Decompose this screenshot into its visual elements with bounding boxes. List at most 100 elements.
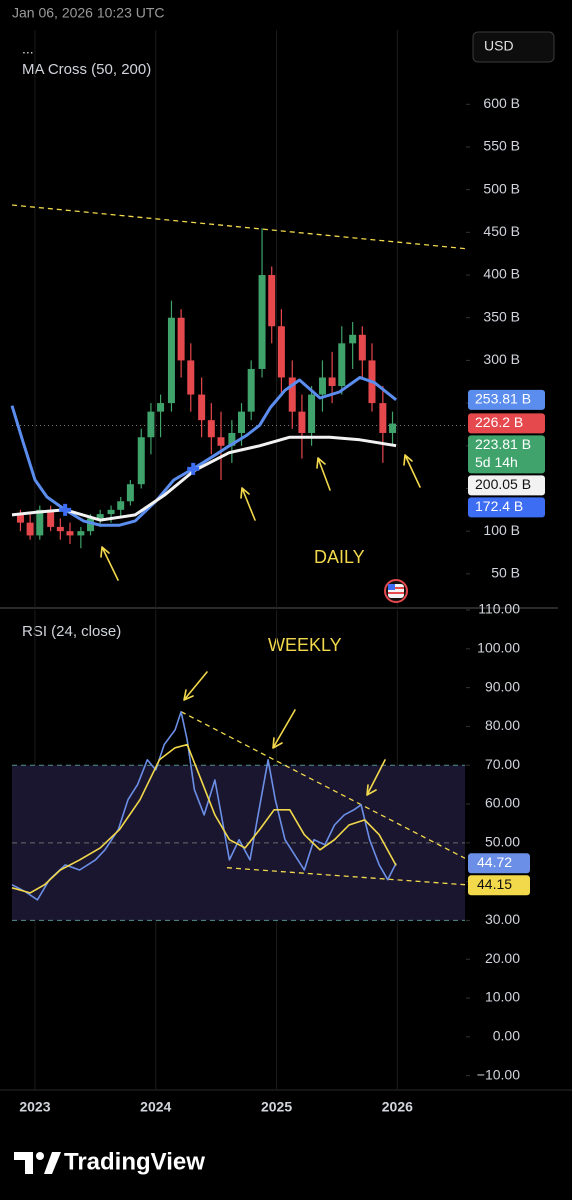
y-tick-label: 50 B <box>491 565 520 581</box>
rsi-line <box>11 743 397 894</box>
candle-body <box>328 377 336 387</box>
candle-body <box>198 394 206 421</box>
arrow <box>183 671 208 701</box>
price-tag <box>468 389 545 410</box>
candle-body <box>338 343 346 387</box>
rsi-title: RSI (24, close) <box>22 623 121 640</box>
trendline <box>11 204 466 250</box>
candle-body <box>268 275 276 327</box>
y-tick-label: 20.00 <box>485 950 520 966</box>
y-tick-label: 70.00 <box>485 756 520 772</box>
y-tick-label: 550 B <box>483 138 520 154</box>
cross-marker <box>187 462 200 475</box>
candle-body <box>137 437 145 485</box>
candle-body <box>157 403 165 412</box>
candle-body <box>177 317 185 361</box>
menu-dots[interactable]: ... <box>22 41 34 57</box>
price-tag-label: 253.81 B <box>475 391 531 407</box>
rsi-line <box>11 710 397 901</box>
logo-mark <box>36 1152 44 1160</box>
candle-body <box>318 377 326 395</box>
candle-body <box>308 394 316 433</box>
candle-body <box>228 432 236 446</box>
candle-body <box>96 514 104 519</box>
candle-body <box>147 411 155 438</box>
x-tick-label: 2024 <box>140 1099 171 1115</box>
y-tick-label: 30.00 <box>485 911 520 927</box>
price-tag <box>468 475 545 496</box>
y-tick-label: 110.00 <box>478 601 520 617</box>
candle-body <box>277 326 285 378</box>
x-tick-label: 2026 <box>382 1099 413 1115</box>
candle-body <box>47 509 55 527</box>
flag-stripe <box>388 587 404 589</box>
y-tick-label: −10.00 <box>477 1066 520 1082</box>
y-tick-label: 100 B <box>483 522 520 538</box>
flag-canton <box>388 584 395 590</box>
candle-body <box>349 334 357 344</box>
candle-body <box>16 514 24 523</box>
value-tag-label: 44.72 <box>477 854 512 870</box>
y-tick-label: 80.00 <box>485 717 520 733</box>
y-tick-label: 500 B <box>483 180 520 196</box>
candle-body <box>167 317 175 404</box>
indicator-title: MA Cross (50, 200) <box>22 61 151 78</box>
y-tick-label: 400 B <box>483 266 520 282</box>
x-tick-label: 2023 <box>19 1099 50 1115</box>
value-tag <box>468 875 530 896</box>
price-tag <box>468 497 545 518</box>
trendline <box>226 867 466 886</box>
candle-body <box>298 411 306 433</box>
annotation-weekly: WEEKLY <box>268 635 342 655</box>
arrow <box>272 709 296 749</box>
value-tag-label: 44.15 <box>477 876 512 892</box>
candle-body <box>258 275 266 369</box>
currency-label[interactable]: USD <box>484 38 514 54</box>
price-tag <box>468 435 545 474</box>
y-tick-label: 90.00 <box>485 678 520 694</box>
candle-body <box>389 423 397 433</box>
candle-body <box>87 518 95 532</box>
candle-body <box>117 501 125 510</box>
y-tick-label: 350 B <box>483 308 520 324</box>
y-tick-label: 0.00 <box>493 1028 520 1044</box>
flag-stripe <box>388 592 404 594</box>
price-tag-countdown: 5d 14h <box>475 454 518 470</box>
timestamp: Jan 06, 2026 10:23 UTC <box>12 5 165 21</box>
brand-name: TradingView <box>64 1148 205 1175</box>
candle-body <box>207 420 215 438</box>
brand-logo: TradingView <box>14 1148 205 1175</box>
y-tick-label: 450 B <box>483 223 520 239</box>
logo-mark <box>14 1152 33 1174</box>
price-tag-label: 226.2 B <box>475 414 523 430</box>
candle-body <box>358 334 366 361</box>
y-tick-label: 10.00 <box>485 989 520 1005</box>
value-tag <box>468 853 530 874</box>
currency-button[interactable] <box>472 31 555 63</box>
arrow <box>316 457 331 491</box>
price-tag <box>468 413 545 434</box>
candle-body <box>126 484 134 502</box>
price-tag-label: 223.81 B <box>475 436 531 452</box>
y-tick-label: 300 B <box>483 351 520 367</box>
y-tick-label: 60.00 <box>485 795 520 811</box>
arrow <box>366 759 386 796</box>
flag-icon[interactable] <box>384 579 408 603</box>
annotation-daily: DAILY <box>314 547 365 567</box>
candle-body <box>26 522 34 536</box>
candle-body <box>238 411 246 433</box>
price-tag-label: 172.4 B <box>475 498 523 514</box>
arrow <box>403 454 421 488</box>
candle-body <box>187 360 195 395</box>
cross-marker <box>59 503 72 516</box>
candle-body <box>288 377 296 412</box>
y-tick-label: 100.00 <box>477 640 520 656</box>
arrow <box>100 546 119 581</box>
candle-body <box>36 509 44 536</box>
hand-drawn-arrows <box>100 454 421 796</box>
y-tick-label: 600 B <box>483 95 520 111</box>
candle-body <box>107 509 115 515</box>
